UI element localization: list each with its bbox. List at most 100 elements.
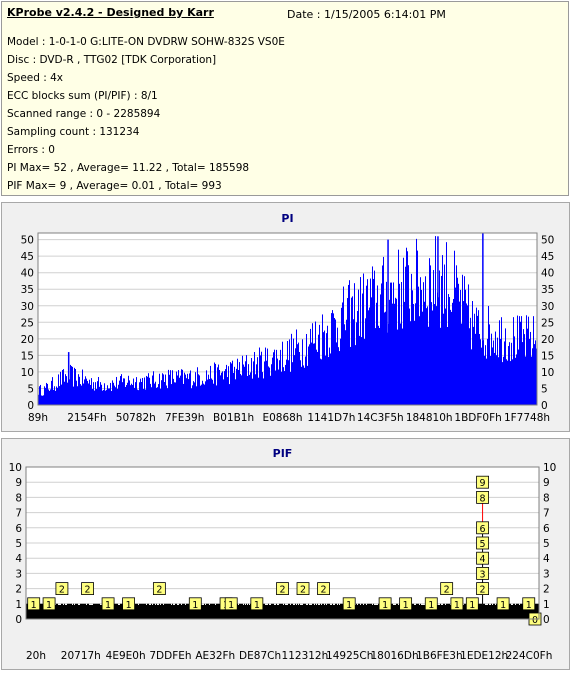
pi-bar: [378, 325, 379, 405]
pif-value-box: [465, 597, 479, 611]
info-sampling-count: Sampling count : 131234: [7, 126, 140, 138]
pi-bar: [246, 355, 247, 405]
pi-bar: [128, 375, 129, 405]
pif-value-box: [399, 597, 413, 611]
pi-bar: [348, 284, 349, 405]
pi-bar: [416, 238, 417, 405]
pi-bar: [240, 373, 241, 405]
pif-y-tick-label-left: 8: [15, 492, 22, 504]
pi-bar: [131, 383, 132, 405]
pi-bar: [500, 338, 501, 405]
pi-bar: [63, 369, 64, 405]
pi-bar: [140, 378, 141, 405]
pi-bar: [518, 349, 519, 405]
pif-x-tick-label: 4E9E0h: [106, 650, 146, 662]
pi-bar: [285, 364, 286, 405]
pi-bar: [299, 352, 300, 405]
pi-bar: [313, 343, 314, 405]
pif-value-label: 1: [469, 600, 475, 611]
pi-bar: [456, 265, 457, 405]
pi-bar: [290, 371, 291, 405]
pi-bar: [248, 364, 249, 405]
pi-bar: [175, 382, 176, 405]
pi-bar: [481, 347, 482, 405]
pif-y-tick-label-left: 6: [15, 523, 22, 535]
pi-bar: [124, 378, 125, 405]
pi-bar: [232, 360, 233, 405]
pi-bar: [51, 380, 52, 405]
pi-bar: [244, 366, 245, 405]
pi-bar: [407, 251, 408, 405]
pi-bar: [394, 303, 395, 405]
pi-bar: [129, 380, 130, 405]
pi-bar: [274, 349, 275, 405]
pi-bar: [531, 356, 532, 405]
pi-bar: [512, 359, 513, 405]
pi-x-tick-label: 1F7748h: [504, 412, 550, 424]
pi-bar: [493, 340, 494, 405]
pi-bar: [133, 378, 134, 405]
pi-bar: [277, 358, 278, 405]
pif-value-label: 0: [532, 615, 538, 626]
pi-bar: [431, 302, 432, 405]
pi-bar: [307, 365, 308, 405]
pi-bar: [278, 369, 279, 405]
pi-bar: [123, 378, 124, 405]
pif-value-label: 2: [480, 585, 486, 596]
pi-bar: [446, 242, 447, 405]
pif-y-tick-label-left: 1: [15, 599, 22, 611]
pi-bar: [390, 282, 391, 405]
pif-value-box: [276, 582, 289, 596]
pif-y-tick-label-right: 10: [543, 462, 556, 474]
pi-bar: [203, 383, 204, 405]
pif-y-tick-label-right: 6: [543, 523, 550, 535]
pif-marker: 1: [250, 597, 264, 611]
pi-bar: [150, 383, 151, 405]
pi-bar: [211, 378, 212, 405]
pi-bar: [385, 311, 386, 405]
info-errors: Errors : 0: [7, 144, 55, 156]
pi-bar: [226, 364, 227, 405]
pi-bar: [477, 315, 478, 405]
pi-bar: [424, 301, 425, 405]
pi-bar: [360, 277, 361, 405]
pi-bar: [57, 387, 58, 405]
pi-bar: [357, 310, 358, 405]
pi-bar: [532, 348, 533, 405]
pi-bar: [91, 378, 92, 405]
pi-bar: [107, 385, 108, 405]
pi-bar: [367, 279, 368, 405]
pi-bar: [260, 355, 261, 405]
pi-y-tick-label-right: 35: [541, 284, 554, 296]
pi-bar: [455, 287, 456, 405]
pi-bar: [90, 384, 91, 405]
pi-bar: [149, 377, 150, 405]
pi-bar: [400, 323, 401, 405]
pif-y-tick-label-left: 2: [15, 584, 22, 596]
pi-bar: [170, 370, 171, 405]
pi-bar: [442, 255, 443, 405]
pi-bar: [234, 366, 235, 405]
pi-x-tick-label: 50782h: [116, 412, 156, 424]
pi-bar: [104, 383, 105, 405]
pi-bar: [221, 372, 222, 405]
pi-bar: [312, 323, 313, 405]
pi-bar: [428, 326, 429, 405]
pi-bar: [65, 374, 66, 405]
pi-bar: [461, 323, 462, 405]
pif-value-label: 1: [428, 600, 434, 611]
pi-bar: [186, 378, 187, 405]
pi-bar: [87, 380, 88, 405]
pi-bar: [113, 382, 114, 405]
pif-stack-marker: 9: [476, 475, 489, 489]
pi-bar: [405, 266, 406, 405]
pi-bar: [146, 375, 147, 405]
pi-bar: [404, 301, 405, 405]
pif-value-label: 9: [480, 478, 486, 489]
pif-marker: 2: [317, 582, 330, 596]
pi-bar: [463, 301, 464, 405]
pif-value-label: 2: [321, 585, 327, 596]
pi-y-tick-label-left: 10: [21, 367, 34, 379]
pi-bar: [364, 338, 365, 405]
pif-marker: 1: [450, 597, 464, 611]
